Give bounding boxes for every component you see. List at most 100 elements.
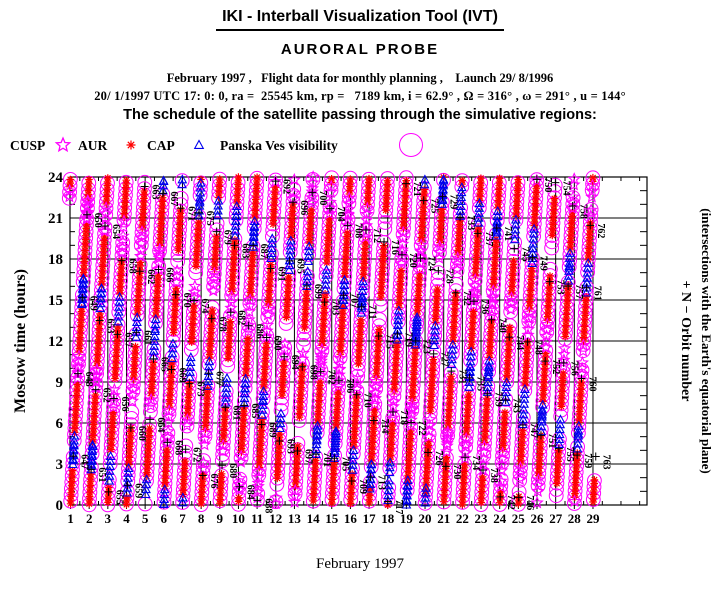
y-tick-label: 24	[48, 170, 64, 186]
orbit-number-label: 654	[110, 224, 121, 239]
x-tick-label: 21	[437, 511, 450, 526]
orbit-number-label: 696	[298, 200, 309, 215]
orbit-number-label: 678	[217, 317, 228, 332]
right-caption-orbit-number: + N − Orbit number	[678, 281, 693, 402]
orbit-number-label: 672	[191, 447, 202, 462]
orbit-number-label: 748	[533, 340, 544, 355]
orbit-number-label: 722	[416, 421, 427, 436]
orbit-number-label: 681	[230, 405, 241, 420]
orbit-number-label: 661	[141, 330, 152, 345]
right-caption-equatorial-plane: (intersections with the Earth's equatori…	[699, 208, 714, 473]
x-tick-label: 9	[217, 511, 224, 526]
orbit-number-label: 718	[398, 410, 409, 425]
orbit-number-label: 680	[227, 463, 238, 478]
orbit-number-label: 647	[78, 454, 89, 469]
orbit-number-label: 670	[181, 293, 192, 308]
y-axis-title: Moscow time (hours)	[12, 269, 29, 413]
plot-legend: CUSP AUR CAP Panska Ves visibility	[10, 133, 423, 157]
x-tick-label: 16	[344, 511, 358, 526]
orbit-number-label: 648	[83, 372, 94, 387]
schedule-caption: The schedule of the satellite passing th…	[123, 107, 597, 123]
orbit-number-label: 723	[421, 339, 432, 354]
orbit-number-label: 688	[262, 498, 273, 513]
app-title-row: IKI - Interball Visualization Tool (IVT)	[0, 8, 720, 31]
y-tick-label: 3	[56, 457, 64, 473]
cap-triangle-icon	[193, 139, 205, 149]
orbit-number-label: 697	[303, 449, 314, 464]
legend-label-aur: AUR	[78, 138, 107, 153]
orbit-number-label: 740	[497, 318, 508, 333]
orbit-number-label: 671	[186, 206, 197, 221]
x-tick-label: 27	[549, 511, 563, 526]
orbit-number-label: 659	[133, 483, 144, 498]
orbit-number-label: 668	[172, 440, 183, 455]
orbit-number-label: 750	[542, 177, 553, 192]
orbital-elements-line: 20/ 1/1997 UTC 17: 0: 0, ra = 25545 km, …	[94, 89, 626, 103]
orbit-number-label: 664	[155, 417, 166, 432]
orbit-number-label: 715	[384, 334, 395, 349]
orbit-number-label: 682	[236, 310, 247, 325]
orbit-number-label: 734	[470, 455, 481, 470]
x-tick-label: 26	[531, 511, 545, 526]
orbit-number-label: 754	[560, 181, 571, 196]
orbit-number-label: 699	[312, 284, 323, 299]
orbit-number-label: 712	[371, 228, 382, 243]
x-axis-title: February 1997	[316, 556, 404, 572]
orbit-number-label: 736	[479, 299, 490, 314]
legend-label-cusp: CUSP	[10, 138, 45, 153]
x-tick-label: 12	[269, 511, 282, 526]
x-tick-label: 14	[307, 511, 321, 526]
orbit-number-label: 700	[317, 190, 328, 205]
orbit-number-label: 730	[451, 464, 462, 479]
orbit-number-label: 666	[164, 267, 175, 282]
orbit-number-label: 737	[483, 231, 494, 246]
orbit-number-label: 720	[407, 253, 418, 268]
orbit-number-label: 695	[295, 259, 306, 274]
orbit-number-label: 735	[475, 376, 486, 391]
orbit-number-label: 752	[550, 359, 561, 374]
orbit-number-label: 761	[592, 286, 603, 301]
orbit-number-label: 717	[393, 500, 404, 515]
orbit-number-label: 667	[168, 191, 179, 206]
orbit-number-label: 733	[465, 215, 476, 230]
x-tick-label: 24	[493, 511, 507, 526]
orbit-number-label: 684	[245, 485, 256, 500]
orbit-number-label: 728	[443, 269, 454, 284]
orbit-number-label: 721	[411, 182, 422, 197]
orbit-number-label: 705	[339, 456, 350, 471]
orbit-number-label: 751	[546, 433, 557, 448]
orbit-number-label: 649	[87, 296, 98, 311]
y-tick-label: 12	[48, 334, 63, 350]
orbit-number-label: 753	[555, 280, 566, 295]
y-tick-label: 0	[56, 498, 64, 514]
orbit-number-label: 698	[307, 365, 318, 380]
aur-symbols	[66, 173, 599, 509]
orbit-number-label: 741	[502, 226, 513, 241]
legend-label-panska: Panska Ves visibility	[220, 138, 338, 153]
aur-asterisk-icon	[126, 140, 136, 150]
orbit-number-label: 686	[254, 324, 265, 339]
orbit-number-label: 747	[528, 423, 539, 438]
x-tick-label: 22	[456, 511, 469, 526]
orbit-number-label: 694	[289, 355, 300, 370]
orbit-number-label: 658	[127, 259, 138, 274]
orbit-number-label: 674	[199, 299, 210, 314]
orbit-number-label: 690	[272, 336, 283, 351]
x-tick-label: 5	[142, 511, 149, 526]
orbit-number-label: 711	[367, 305, 378, 319]
orbit-number-label: 651	[96, 467, 107, 482]
orbit-number-label: 656	[119, 397, 130, 412]
orbit-number-label: 719	[402, 332, 413, 347]
orbit-number-label: 742	[505, 495, 516, 510]
orbit-number-label: 739	[492, 392, 503, 407]
x-tick-label: 28	[568, 511, 582, 526]
orbit-number-label: 756	[569, 361, 580, 376]
orbit-number-label: 703	[330, 300, 341, 315]
orbit-number-label: 652	[101, 388, 112, 403]
x-tick-label: 25	[512, 511, 526, 526]
orbit-number-label: 708	[353, 223, 364, 238]
y-tick-label: 21	[48, 211, 63, 227]
orbit-number-label: 731	[456, 369, 467, 384]
